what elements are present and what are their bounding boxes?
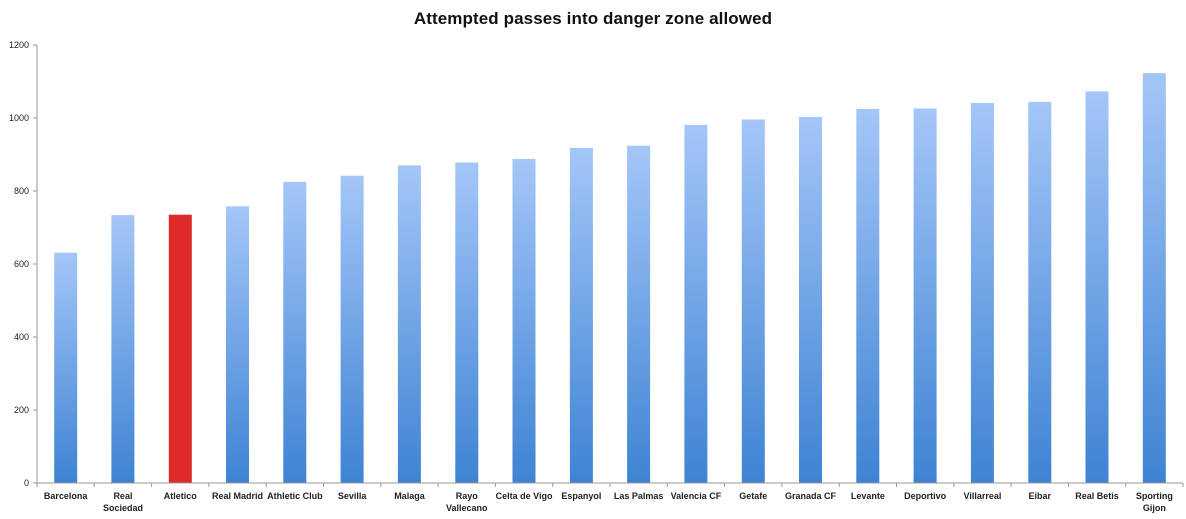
bar-granada-cf — [799, 116, 822, 484]
x-category-label: Espanyol — [561, 491, 601, 501]
y-axis-ticks: 0 200 400 600 800 1000 1200 — [9, 40, 37, 488]
chart-title: Attempted passes into danger zone allowe… — [413, 9, 773, 28]
bar-athletic-club — [283, 181, 307, 483]
bar-las-palmas — [627, 145, 651, 483]
bar-valencia-cf — [684, 124, 708, 484]
bars-group — [54, 73, 1166, 484]
bar-villarreal — [970, 103, 994, 483]
bar-real-madrid — [226, 206, 249, 484]
x-category-label: Athletic Club — [267, 491, 323, 501]
bar-rayo-vallecano — [455, 162, 479, 483]
bar-eibar — [1028, 101, 1052, 484]
x-category-label: Deportivo — [904, 491, 947, 501]
x-category-label: Rayo Vallecano — [446, 491, 488, 513]
y-tick-label: 800 — [14, 186, 29, 196]
x-category-label: Granada CF — [785, 491, 837, 501]
bar-sevilla — [340, 175, 364, 483]
x-category-label: Valencia CF — [671, 491, 722, 501]
bar-getafe — [741, 119, 765, 483]
x-axis-labels: Barcelona Real Sociedad Atletico Real Madrid… — [36, 483, 1184, 513]
x-category-label: Las Palmas — [614, 491, 664, 501]
x-category-label: Villarreal — [964, 491, 1002, 501]
bar-espanyol — [569, 147, 593, 483]
x-category-label: Malaga — [394, 491, 426, 501]
x-category-label: Eibar — [1028, 491, 1051, 501]
bar-real-sociedad — [111, 215, 135, 483]
bar-barcelona — [54, 252, 78, 483]
bar-malaga — [397, 165, 421, 483]
bar-sporting-gijon — [1142, 73, 1166, 483]
y-tick-label: 0 — [24, 478, 29, 488]
x-category-label: Celta de Vigo — [496, 491, 553, 501]
x-category-label: Getafe — [739, 491, 767, 501]
y-tick-label: 1200 — [9, 40, 29, 50]
x-category-label: Real Sociedad — [103, 491, 143, 513]
bar-levante — [856, 108, 880, 484]
x-category-label: Real Madrid — [212, 491, 263, 501]
x-category-label: Levante — [851, 491, 885, 501]
x-category-label: Sevilla — [338, 491, 368, 501]
x-category-label: Sporting Gijon — [1136, 491, 1173, 513]
bar-atletico — [168, 214, 192, 483]
y-tick-label: 400 — [14, 332, 29, 342]
y-tick-label: 200 — [14, 405, 29, 415]
y-tick-label: 600 — [14, 259, 29, 269]
bar-deportivo — [913, 108, 937, 483]
bar-celta-de-vigo — [512, 158, 536, 483]
bar-real-betis — [1085, 91, 1109, 484]
y-tick-label: 1000 — [9, 113, 29, 123]
x-category-label: Barcelona — [44, 491, 89, 501]
x-category-label: Atletico — [164, 491, 198, 501]
x-category-label: Real Betis — [1075, 491, 1119, 501]
axes-group — [36, 45, 1183, 484]
